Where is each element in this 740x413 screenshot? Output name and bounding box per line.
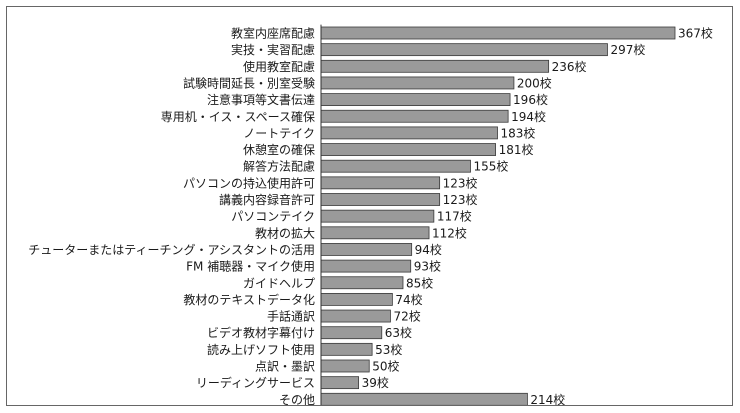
value-label-13: 94校 xyxy=(415,242,442,257)
value-label-20: 50校 xyxy=(372,359,399,374)
value-labels: 367校297校236校200校196校194校183校181校155校123校… xyxy=(362,26,713,406)
category-label-4: 注意事項等文書伝達 xyxy=(207,92,315,107)
value-label-22: 214校 xyxy=(530,392,565,405)
category-label-14: FM 補聴器・マイク使用 xyxy=(186,259,315,274)
category-label-1: 実技・実習配慮 xyxy=(231,42,315,57)
bar-8 xyxy=(320,159,471,173)
bar-21 xyxy=(320,376,360,390)
bar-6 xyxy=(320,126,498,140)
bar-13 xyxy=(320,243,413,256)
bar-7 xyxy=(320,143,496,156)
category-label-21: リーディングサービス xyxy=(196,375,315,390)
value-label-8: 155校 xyxy=(474,159,509,174)
value-label-1: 297校 xyxy=(610,42,645,57)
category-label-9: パソコンの持込使用許可 xyxy=(183,175,315,190)
value-label-6: 183校 xyxy=(501,125,536,140)
category-label-2: 使用教室配慮 xyxy=(243,59,315,74)
value-label-0: 367校 xyxy=(678,26,713,41)
bar-14 xyxy=(320,259,412,273)
value-label-10: 123校 xyxy=(443,192,478,207)
value-label-12: 112校 xyxy=(432,225,467,240)
bars-layer xyxy=(320,26,676,405)
category-label-6: ノートテイク xyxy=(243,126,315,140)
category-label-10: 講義内容録音許可 xyxy=(219,192,315,207)
category-label-17: 手話通訳 xyxy=(267,309,315,324)
bar-19 xyxy=(320,342,373,356)
category-label-13: チューターまたはティーチング・アシスタントの活用 xyxy=(28,243,315,257)
bar-20 xyxy=(320,359,370,373)
bar-chart: 教室内座席配慮実技・実習配慮使用教室配慮試験時間延長・別室受験注意事項等文書伝達… xyxy=(28,24,713,406)
value-label-17: 72校 xyxy=(393,309,420,324)
category-label-0: 教室内座席配慮 xyxy=(231,26,315,41)
value-label-14: 93校 xyxy=(414,259,441,274)
value-label-18: 63校 xyxy=(385,325,412,340)
bar-9 xyxy=(320,176,441,190)
value-label-3: 200校 xyxy=(517,75,552,90)
bar-10 xyxy=(320,193,441,206)
bar-1 xyxy=(320,43,608,57)
category-labels: 教室内座席配慮実技・実習配慮使用教室配慮試験時間延長・別室受験注意事項等文書伝達… xyxy=(28,26,315,406)
category-label-20: 点訳・墨訳 xyxy=(255,359,315,374)
category-label-12: 教材の拡大 xyxy=(255,225,315,240)
value-label-21: 39校 xyxy=(362,375,389,390)
bar-11 xyxy=(320,209,435,223)
bar-18 xyxy=(320,326,383,340)
category-label-8: 解答方法配慮 xyxy=(243,159,315,174)
category-label-16: 教材のテキストデータ化 xyxy=(183,292,315,307)
category-label-7: 休憩室の確保 xyxy=(243,142,315,157)
bar-5 xyxy=(320,109,509,123)
bar-22 xyxy=(320,392,528,405)
category-label-11: パソコンテイク xyxy=(231,210,315,224)
value-label-11: 117校 xyxy=(437,209,472,224)
value-label-5: 194校 xyxy=(511,109,546,124)
category-label-22: その他 xyxy=(279,393,315,405)
bar-3 xyxy=(320,76,515,90)
value-label-9: 123校 xyxy=(443,175,478,190)
category-label-15: ガイドヘルプ xyxy=(243,276,315,290)
value-label-19: 53校 xyxy=(375,342,402,357)
value-label-4: 196校 xyxy=(513,92,548,107)
chart-frame: 教室内座席配慮 実技・実習配慮使用教室配慮 試験時間延長・別室受験注意事項等文書伝達… xyxy=(6,6,733,406)
value-label-2: 236校 xyxy=(552,59,587,74)
category-label-18: ビデオ教材字幕付け xyxy=(207,325,315,340)
value-label-16: 74校 xyxy=(395,292,422,307)
value-label-15: 85校 xyxy=(406,275,433,290)
bar-16 xyxy=(320,292,393,306)
bar-15 xyxy=(320,276,404,290)
category-label-5: 専用机・イス・スペース確保 xyxy=(161,109,315,124)
value-label-7: 181校 xyxy=(499,142,534,157)
category-label-3: 試験時間延長・別室受験 xyxy=(183,75,315,90)
bar-0 xyxy=(320,26,676,40)
bar-2 xyxy=(320,59,550,73)
bar-4 xyxy=(320,93,511,106)
bar-17 xyxy=(320,309,391,323)
category-label-19: 読み上げソフト使用 xyxy=(207,342,315,357)
bar-12 xyxy=(320,226,430,240)
